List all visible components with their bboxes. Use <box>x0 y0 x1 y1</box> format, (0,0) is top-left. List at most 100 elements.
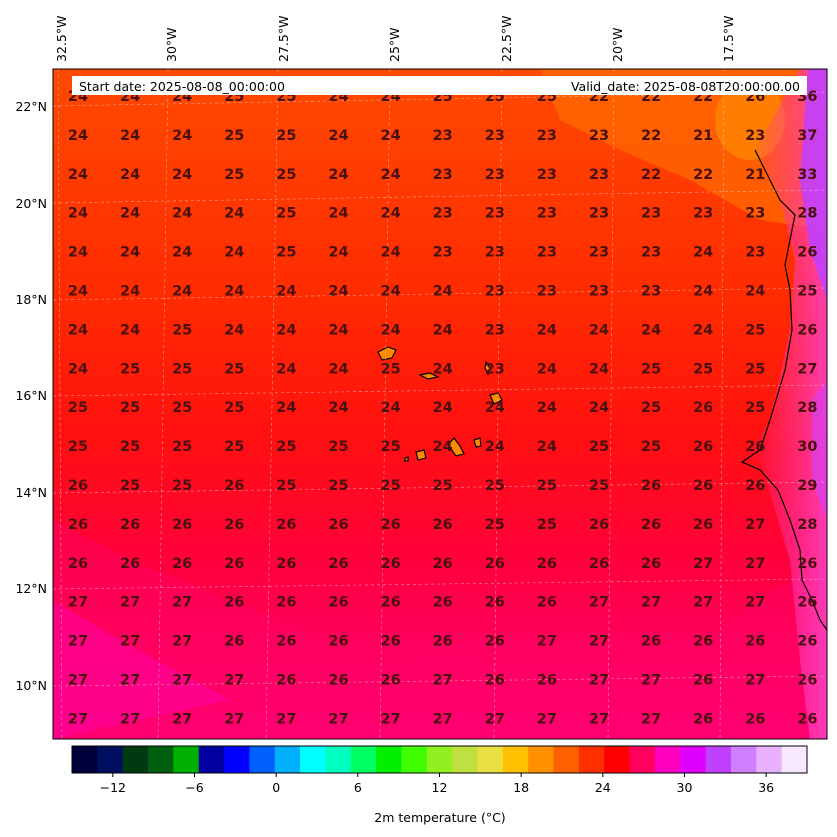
latitude-labels: 22°N 20°N 18°N 16°N 14°N 12°N 10°N <box>15 99 47 693</box>
grid-value: 27 <box>745 595 765 611</box>
grid-value: 24 <box>224 284 244 300</box>
grid-value: 23 <box>589 245 609 261</box>
colorbar-swatch <box>72 746 98 773</box>
grid-value: 24 <box>120 284 140 300</box>
grid-value: 26 <box>693 634 713 650</box>
colorbar-swatch <box>553 746 580 773</box>
grid-value: 25 <box>745 400 765 416</box>
lon-label: 25°W <box>387 27 402 62</box>
grid-value: 26 <box>693 439 713 455</box>
grid-value: 27 <box>797 361 817 377</box>
grid-value: 24 <box>381 322 401 338</box>
grid-value: 25 <box>276 167 296 183</box>
grid-value: 26 <box>797 711 817 727</box>
grid-value: 27 <box>172 711 192 727</box>
grid-value: 26 <box>68 556 88 572</box>
colorbar-swatch <box>528 746 555 773</box>
colorbar-tick-label: −6 <box>185 780 203 795</box>
grid-value: 25 <box>485 517 505 533</box>
colorbar-swatch <box>173 746 200 773</box>
grid-value: 23 <box>485 167 505 183</box>
grid-value: 22 <box>641 167 661 183</box>
grid-value: 24 <box>381 284 401 300</box>
grid-value: 24 <box>68 167 88 183</box>
grid-value: 26 <box>381 595 401 611</box>
date-banner <box>72 76 807 95</box>
grid-value: 25 <box>641 400 661 416</box>
grid-value: 26 <box>276 556 296 572</box>
grid-value: 26 <box>797 322 817 338</box>
grid-value: 25 <box>693 361 713 377</box>
grid-value: 27 <box>68 634 88 650</box>
grid-value: 24 <box>745 284 765 300</box>
grid-value: 26 <box>745 711 765 727</box>
grid-value: 23 <box>693 206 713 222</box>
grid-value: 26 <box>693 478 713 494</box>
grid-value: 26 <box>328 556 348 572</box>
grid-value: 23 <box>485 284 505 300</box>
grid-value: 21 <box>693 128 713 144</box>
grid-value: 24 <box>589 361 609 377</box>
grid-value: 25 <box>745 322 765 338</box>
grid-value: 23 <box>745 206 765 222</box>
land-hot-zone <box>800 69 827 300</box>
lon-label: 27.5°W <box>276 16 291 62</box>
grid-value: 26 <box>693 711 713 727</box>
grid-value: 23 <box>485 322 505 338</box>
grid-value: 26 <box>172 517 192 533</box>
map-frame <box>52 68 828 740</box>
grid-value: 25 <box>797 284 817 300</box>
grid-value: 25 <box>381 478 401 494</box>
grid-value: 24 <box>537 439 557 455</box>
grid-value: 27 <box>68 673 88 689</box>
colorbar-swatch <box>680 746 707 773</box>
colorbar-swatch <box>604 746 631 773</box>
grid-value: 25 <box>276 128 296 144</box>
grid-value: 23 <box>745 245 765 261</box>
lat-label: 16°N <box>15 388 47 403</box>
graticule <box>53 69 827 739</box>
grid-value: 24 <box>433 322 453 338</box>
grid-value: 24 <box>641 322 661 338</box>
grid-value: 26 <box>745 634 765 650</box>
grid-value: 24 <box>693 284 713 300</box>
grid-value: 24 <box>328 284 348 300</box>
grid-value: 27 <box>745 517 765 533</box>
grid-value: 24 <box>693 322 713 338</box>
grid-value: 24 <box>328 167 348 183</box>
colorbar-swatch <box>325 746 352 773</box>
grid-value: 26 <box>276 595 296 611</box>
grid-value: 26 <box>537 556 557 572</box>
grid-value: 23 <box>589 284 609 300</box>
grid-value: 27 <box>589 595 609 611</box>
grid-value: 26 <box>485 595 505 611</box>
grid-value: 23 <box>433 206 453 222</box>
grid-value: 24 <box>68 284 88 300</box>
colorbar-tick-label: 0 <box>272 780 280 795</box>
grid-value: 26 <box>328 634 348 650</box>
grid-value: 23 <box>745 128 765 144</box>
grid-value: 27 <box>641 673 661 689</box>
grid-value: 26 <box>224 556 244 572</box>
grid-value: 25 <box>537 517 557 533</box>
grid-value: 23 <box>485 206 505 222</box>
grid-value: 27 <box>693 595 713 611</box>
grid-value: 24 <box>589 322 609 338</box>
grid-value: 25 <box>172 322 192 338</box>
grid-value: 27 <box>172 595 192 611</box>
colorbar-swatch <box>224 746 251 773</box>
grid-value: 26 <box>485 673 505 689</box>
colorbar-swatch <box>274 746 301 773</box>
lat-label: 14°N <box>15 485 47 500</box>
start-date-label: Start date: 2025-08-08_00:00:00 <box>79 79 285 94</box>
grid-value: 25 <box>433 478 453 494</box>
grid-value: 25 <box>381 439 401 455</box>
grid-value: 26 <box>381 673 401 689</box>
colorbar-swatch <box>756 746 783 773</box>
grid-value: 26 <box>797 556 817 572</box>
grid-value: 26 <box>797 245 817 261</box>
grid-value: 24 <box>485 439 505 455</box>
lon-label: 30°W <box>164 27 179 62</box>
grid-value: 25 <box>68 400 88 416</box>
grid-value: 26 <box>224 517 244 533</box>
